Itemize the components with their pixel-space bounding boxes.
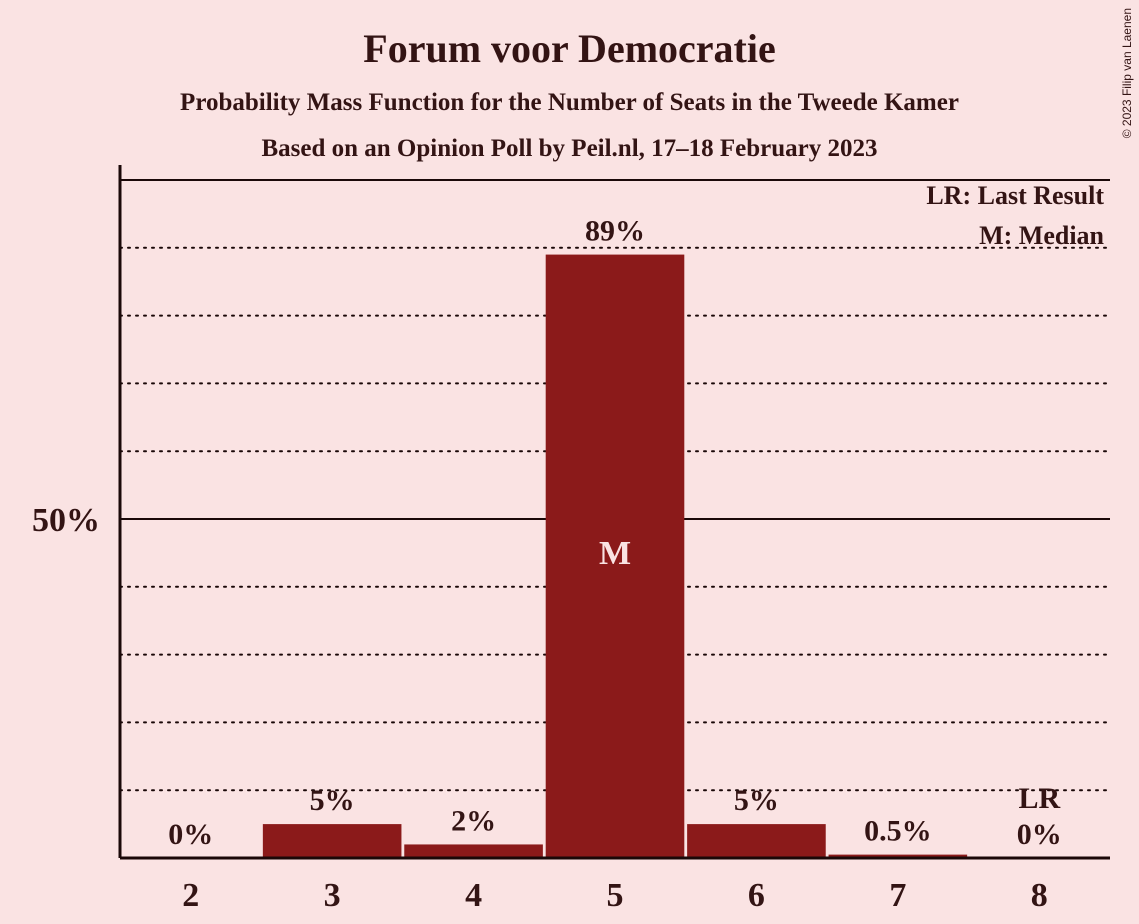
bar xyxy=(263,824,402,858)
chart-subtitle-1: Probability Mass Function for the Number… xyxy=(180,89,959,116)
x-tick-label: 7 xyxy=(889,877,906,914)
bar xyxy=(404,844,543,858)
bar xyxy=(687,824,826,858)
copyright-text: © 2023 Filip van Laenen xyxy=(1120,8,1134,138)
chart-subtitle-2: Based on an Opinion Poll by Peil.nl, 17–… xyxy=(261,135,877,162)
value-label: 0.5% xyxy=(864,815,932,848)
x-tick-label: 4 xyxy=(465,877,482,914)
value-label: 5% xyxy=(734,784,779,817)
value-label: 2% xyxy=(451,804,496,837)
value-label: 0% xyxy=(168,818,213,851)
chart-title: Forum voor Democratie xyxy=(363,26,775,71)
x-tick-label: 6 xyxy=(748,877,765,914)
value-label: 5% xyxy=(310,784,355,817)
legend-m: M: Median xyxy=(979,221,1104,250)
value-label: 0% xyxy=(1017,818,1062,851)
x-tick-label: 5 xyxy=(607,877,624,914)
x-tick-label: 8 xyxy=(1031,877,1048,914)
x-tick-label: 2 xyxy=(182,877,199,914)
value-label: 89% xyxy=(585,215,645,248)
pmf-chart: 23456780%5%2%89%5%0.5%LR0%M50%Forum voor… xyxy=(0,0,1139,924)
lr-marker: LR xyxy=(1018,782,1060,815)
x-tick-label: 3 xyxy=(324,877,341,914)
legend-lr: LR: Last Result xyxy=(926,181,1104,210)
median-marker: M xyxy=(599,535,631,572)
y-axis-label: 50% xyxy=(32,502,100,539)
